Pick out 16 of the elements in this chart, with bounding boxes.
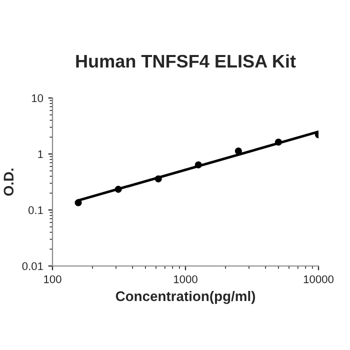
y-tick-label: 0.1 bbox=[28, 206, 43, 214]
point bbox=[114, 186, 122, 193]
point bbox=[234, 148, 242, 155]
point bbox=[74, 199, 82, 206]
x-axis-title: Concentration(pg/ml) bbox=[116, 290, 256, 304]
point bbox=[274, 138, 282, 146]
y-axis-title: O.D. bbox=[4, 168, 14, 196]
x-tick-label: 1000 bbox=[174, 275, 198, 284]
point bbox=[154, 175, 162, 182]
y-tick-label: 0.01 bbox=[22, 262, 43, 270]
x-tick-label: 10000 bbox=[304, 275, 334, 284]
y-tick-label: 1 bbox=[38, 150, 43, 158]
point bbox=[194, 161, 202, 168]
chart-title: Human TNFSF4 ELISA Kit bbox=[76, 54, 296, 68]
x-tick-label: 100 bbox=[44, 275, 62, 284]
y-tick-label: 10 bbox=[32, 94, 44, 102]
